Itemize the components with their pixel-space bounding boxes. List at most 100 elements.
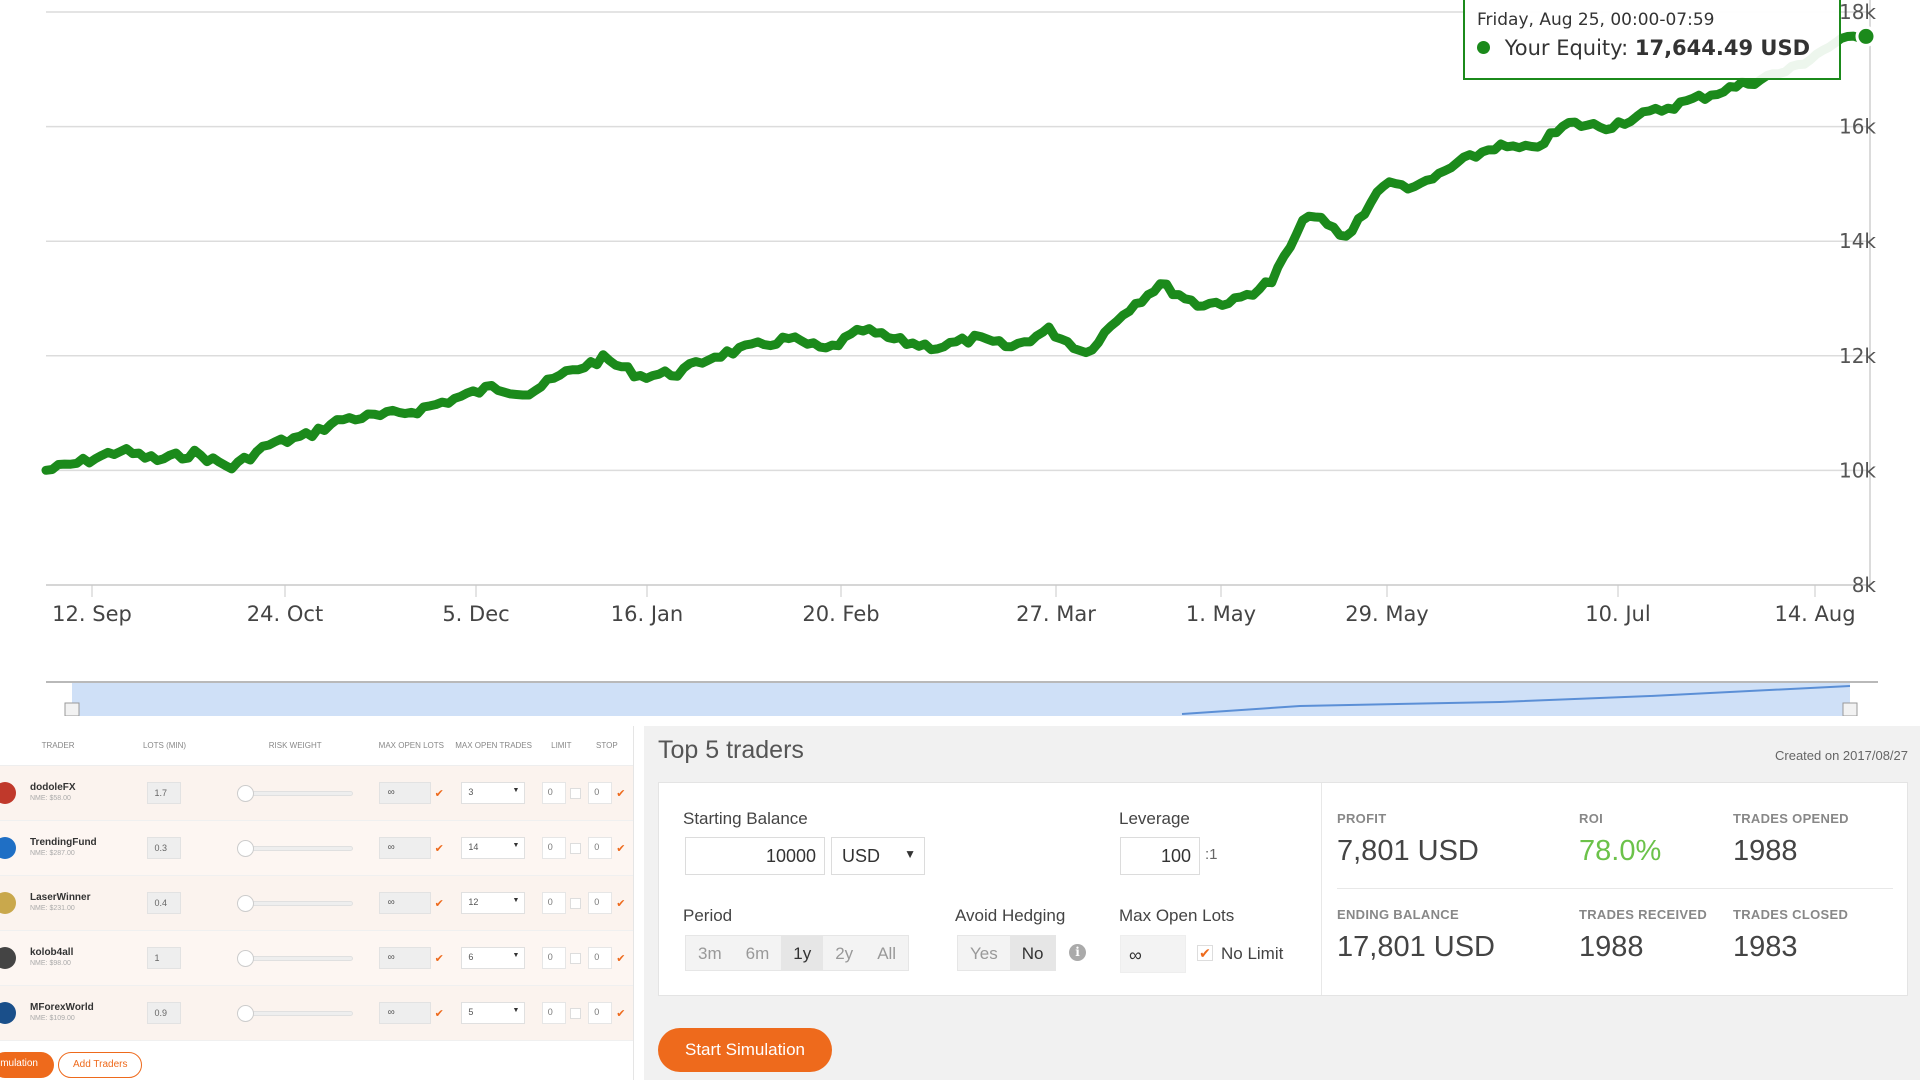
slider-handle[interactable] [236,784,254,802]
slider-handle[interactable] [236,894,254,912]
checkmark-icon[interactable]: ✔ [434,1007,444,1020]
max-open-lots-input[interactable]: ∞ [378,892,431,914]
hedging-no-option[interactable]: No [1009,936,1056,970]
risk-weight-slider[interactable] [236,784,353,802]
trader-avatar[interactable] [0,947,16,969]
period-option-6m[interactable]: 6m [733,936,782,970]
trader-avatar[interactable] [0,837,16,859]
navigator-series [1181,685,1851,715]
trader-name[interactable]: TrendingFund [30,837,97,848]
limit-input[interactable]: 0 [541,782,566,804]
table-row: LaserWinner NME: $231.00 0.4 ∞ ✔ 12 ▼ 0 0 ✔ [0,876,633,931]
period-label: Period [683,906,733,925]
risk-weight-slider[interactable] [236,839,353,857]
slider-handle[interactable] [236,839,254,857]
header-lots: LOTS (MIN) [142,741,187,750]
max-open-lots-input[interactable]: ∞ [378,782,431,804]
navigator-right-handle[interactable] [1842,702,1858,716]
hedging-yes-option[interactable]: Yes [958,936,1010,970]
lots-input[interactable]: 1.7 [147,782,182,804]
y-tick-label: 16k [1839,115,1876,139]
trades-received-label: TRADES RECEIVED [1579,907,1708,922]
stop-input[interactable]: 0 [588,947,613,969]
stop-input[interactable]: 0 [588,1002,613,1024]
starting-balance-input[interactable]: 10000 [685,837,825,875]
limit-checkbox[interactable] [569,842,581,854]
y-tick-label: 10k [1839,458,1876,482]
trader-avatar[interactable] [0,782,16,804]
period-option-2y[interactable]: 2y [823,936,866,970]
limit-input[interactable]: 0 [541,947,566,969]
limit-checkbox[interactable] [569,1007,581,1019]
x-tick-label: 27. Mar [1016,602,1096,626]
max-open-lots-input[interactable]: ∞ [378,837,431,859]
limit-checkbox[interactable] [569,952,581,964]
currency-value: USD [842,846,881,866]
stop-input[interactable]: 0 [588,837,613,859]
slider-handle[interactable] [236,949,254,967]
avoid-hedging-label: Avoid Hedging [955,906,1066,925]
checkmark-icon[interactable]: ✔ [616,897,626,910]
stop-input[interactable]: 0 [588,892,613,914]
navigator-left-handle[interactable] [64,702,80,716]
add-traders-button[interactable]: Add Traders [58,1052,143,1078]
traders-table: TRADER LOTS (MIN) RISK WEIGHT MAX OPEN L… [0,726,634,1080]
select-value: 12 [468,897,479,907]
limit-input[interactable]: 0 [541,837,566,859]
checkmark-icon[interactable]: ✔ [616,842,626,855]
trader-name[interactable]: MForexWorld [30,1002,94,1013]
trader-avatar[interactable] [0,1002,16,1024]
trader-name[interactable]: kolob4all [30,947,74,958]
header-risk-weight: RISK WEIGHT [268,741,322,750]
x-tick-label: 1. May [1186,602,1256,626]
currency-select[interactable]: USD ▼ [831,837,925,875]
x-tick-label: 5. Dec [442,602,509,626]
max-open-trades-select[interactable]: 14 ▼ [461,837,526,859]
info-icon[interactable]: i [1069,944,1086,961]
x-tick-label: 14. Aug [1774,602,1855,626]
lots-input[interactable]: 0.4 [147,892,182,914]
lots-input[interactable]: 0.3 [147,837,182,859]
table-header: TRADER LOTS (MIN) RISK WEIGHT MAX OPEN L… [0,726,633,766]
max-open-lots-input[interactable]: ∞ [378,947,431,969]
checkmark-icon[interactable]: ✔ [434,842,444,855]
limit-input[interactable]: 0 [541,892,566,914]
checkmark-icon[interactable]: ✔ [616,787,626,800]
select-value: 5 [468,1007,474,1017]
limit-input[interactable]: 0 [541,1002,566,1024]
slider-handle[interactable] [236,1004,254,1022]
header-limit: LIMIT [551,741,572,750]
equity-chart: 8k 10k 12k 14k 16k 18k 12. Sep 24. Oct 5. Dec 16… [41,0,1878,716]
simulation-button[interactable]: mulation [0,1052,54,1078]
risk-weight-slider[interactable] [236,949,353,967]
lots-input[interactable]: 0.9 [147,1002,182,1024]
start-simulation-button[interactable]: Start Simulation [658,1028,832,1072]
checkmark-icon[interactable]: ✔ [616,1007,626,1020]
max-open-trades-select[interactable]: 5 ▼ [461,1002,526,1024]
period-option-1y[interactable]: 1y [781,936,824,970]
header-max-open-lots: MAX OPEN LOTS [378,741,445,750]
max-open-lots-input[interactable]: ∞ [378,1002,431,1024]
checkmark-icon[interactable]: ✔ [434,952,444,965]
no-limit-checkbox[interactable]: ✔ [1197,945,1213,961]
max-open-lots-input[interactable]: ∞ [1120,935,1186,973]
period-option-all[interactable]: All [865,936,909,970]
risk-weight-slider[interactable] [236,1004,353,1022]
trader-avatar[interactable] [0,892,16,914]
risk-weight-slider[interactable] [236,894,353,912]
max-open-trades-select[interactable]: 3 ▼ [461,782,526,804]
max-open-trades-select[interactable]: 12 ▼ [461,892,526,914]
limit-checkbox[interactable] [569,897,581,909]
trader-nme: NME: $98.00 [30,960,71,967]
checkmark-icon[interactable]: ✔ [434,787,444,800]
trader-name[interactable]: LaserWinner [30,892,91,903]
stop-input[interactable]: 0 [588,782,613,804]
trader-name[interactable]: dodoleFX [30,782,76,793]
max-open-trades-select[interactable]: 6 ▼ [461,947,526,969]
leverage-input[interactable]: 100 [1120,837,1200,875]
limit-checkbox[interactable] [569,787,581,799]
checkmark-icon[interactable]: ✔ [434,897,444,910]
checkmark-icon[interactable]: ✔ [616,952,626,965]
lots-input[interactable]: 1 [147,947,182,969]
period-option-3m[interactable]: 3m [686,936,734,970]
